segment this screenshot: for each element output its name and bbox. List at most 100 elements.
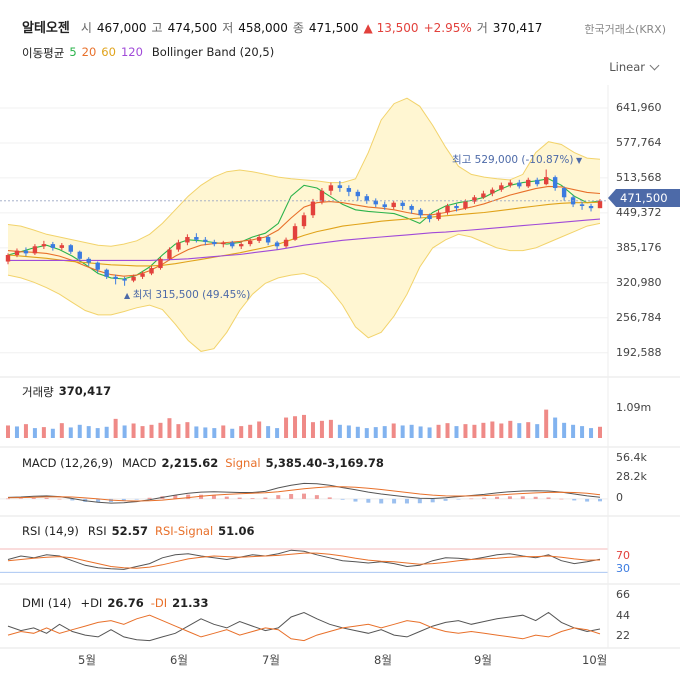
volume-bar [203,427,208,438]
candle-body [131,276,136,281]
bollinger-legend: Bollinger Band (20,5) [151,45,275,59]
candle-body [588,205,594,209]
rsi-signal-label: RSI-Signal [155,524,214,538]
stock-name: 알테오젠 [22,21,70,36]
rsi-title: RSI (14,9) [22,524,79,538]
rsi-value: 52.57 [111,524,148,538]
candle-body [472,197,477,202]
volume-bar [418,426,423,438]
volume-bar [409,424,414,438]
volume-bar [436,424,441,438]
open-label: 시 [80,21,92,35]
x-label-jun: 6월 [170,653,188,667]
macd-histogram-bar [546,497,551,499]
macd-histogram-bar [417,498,422,504]
candle-body [463,201,468,209]
candle-body [373,200,378,205]
volume-bar [445,423,450,438]
macd-histogram-bar [598,498,602,502]
ma-label: 이동평균 [22,46,65,60]
macd-chart[interactable] [0,482,608,504]
candle-body [301,215,307,227]
volume-bar [131,423,136,438]
candle-body [140,273,145,277]
volume-bar [158,422,163,438]
macd-histogram-bar [340,498,345,500]
volume-bar [535,424,540,438]
candle-body [265,237,271,243]
candle-body [364,196,369,201]
volume-bar [59,423,64,438]
macd-line [7,482,601,504]
bollinger-upper-line [7,97,601,247]
mdi-label: -DI [150,596,168,610]
candle-body [221,242,226,245]
volume-bar [463,424,468,438]
dmi-tick-22: 22 [616,629,630,642]
volume-bar [185,422,190,438]
high-annotation-text: 최고 529,000 (-10.87%) [452,154,574,166]
volume-bar [32,428,37,438]
volume-bar [382,426,387,438]
x-label-jul: 7월 [262,653,280,667]
scale-selector[interactable]: Linear [609,60,660,74]
rsi-legend: RSI (14,9) RSI 52.57 RSI-Signal 51.06 [22,524,255,538]
price-chart[interactable] [0,97,608,354]
price-tick: 192,588 [616,345,662,359]
volume-chart[interactable] [6,409,602,438]
rsi-label: RSI [87,524,107,538]
price-tick: 320,980 [616,275,662,289]
triangle-down-icon: ▼ [573,156,583,165]
scale-mode-label: Linear [609,60,645,74]
x-label-may: 5월 [78,653,96,667]
volume-bar [589,428,594,438]
volume-bar [23,424,28,438]
dmi-tick-44: 44 [616,609,630,622]
change-percent: +2.95% [423,21,472,35]
candle-body [167,249,172,259]
candle-body [14,250,20,255]
candle-body [104,269,109,277]
price-tick: 449,372 [616,205,662,219]
candle-body [328,185,334,191]
macd-histogram-bar [404,498,409,504]
volume-bar [580,426,585,438]
candle-body [77,251,82,259]
candle-body [517,182,522,187]
volume-bar [284,417,289,438]
macd-histogram-bar [199,494,204,499]
candle-body [427,215,432,220]
macd-histogram-bar [276,495,281,499]
candle-body [490,189,495,194]
macd-histogram-bar [44,497,49,499]
volume-bar [275,428,280,438]
candle-body [508,182,513,186]
candle-body [561,188,567,198]
volume-bar [472,424,477,438]
candle-body [122,278,127,281]
candle-body [391,202,396,208]
volume-bar [310,422,315,438]
volume-bar [77,424,82,438]
macd-histogram-bar [353,498,358,502]
triangle-up-icon: ▲ [124,291,133,300]
candle-body [337,185,343,189]
candle-body [185,237,190,243]
candle-body [176,242,181,250]
dmi-chart[interactable] [7,611,601,642]
volume-bar [562,422,567,438]
volume-current: 370,417 [58,384,112,398]
volume-bar [526,422,531,438]
signal-value: 5,385.40 [265,456,323,470]
indicator-legend[interactable]: 이동평균 5 20 60 120 Bollinger Band (20,5) [22,45,274,61]
volume-bar [293,416,298,438]
macd-histogram-bar [211,495,216,499]
rsi-chart[interactable] [0,548,608,573]
volume-bar [257,421,262,438]
candle-body [256,237,262,241]
macd-histogram-bar [134,498,139,500]
volume-bar [266,426,271,438]
change-value: ▲ 13,500 [363,21,419,35]
candle-body [436,212,441,220]
